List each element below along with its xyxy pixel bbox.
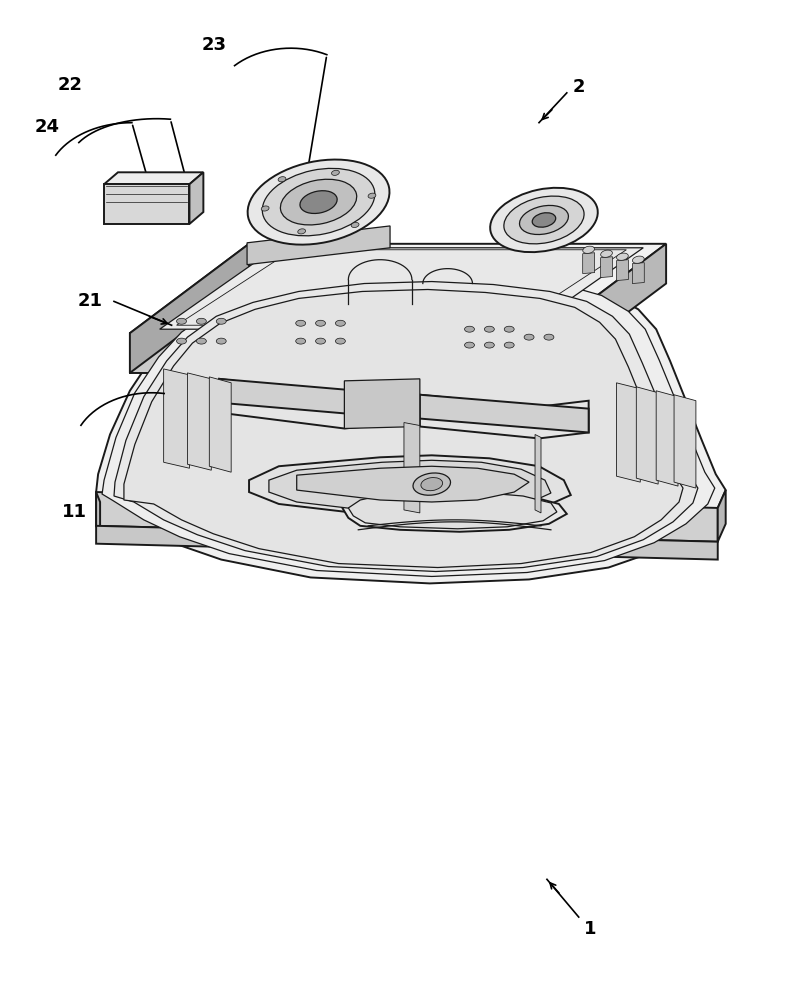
Polygon shape [249,455,571,518]
Ellipse shape [504,326,514,332]
Ellipse shape [524,334,534,340]
Ellipse shape [633,256,644,263]
Polygon shape [209,377,231,472]
Ellipse shape [532,213,556,227]
Ellipse shape [601,250,612,257]
Polygon shape [583,253,595,274]
Polygon shape [656,391,678,486]
Polygon shape [600,257,612,278]
Ellipse shape [368,193,376,198]
Ellipse shape [413,473,451,495]
Ellipse shape [298,229,305,234]
Polygon shape [124,289,683,568]
Polygon shape [718,490,726,542]
Ellipse shape [300,191,337,213]
Polygon shape [404,423,420,513]
Polygon shape [130,244,249,373]
Polygon shape [348,491,556,529]
Ellipse shape [262,168,374,236]
Ellipse shape [176,318,187,324]
Polygon shape [130,333,547,373]
Text: 22: 22 [58,76,83,94]
Ellipse shape [351,222,359,228]
Text: 23: 23 [202,36,227,54]
Ellipse shape [504,342,514,348]
Ellipse shape [278,177,286,182]
Ellipse shape [176,338,187,344]
Ellipse shape [464,342,475,348]
Polygon shape [102,274,715,576]
Ellipse shape [296,338,305,344]
Ellipse shape [583,246,595,253]
Polygon shape [247,226,390,265]
Ellipse shape [316,320,325,326]
Ellipse shape [196,338,207,344]
Ellipse shape [332,170,339,175]
Polygon shape [130,244,666,333]
Polygon shape [164,369,189,468]
Polygon shape [395,313,444,333]
Ellipse shape [196,318,207,324]
Ellipse shape [519,205,568,235]
Polygon shape [479,307,529,315]
Polygon shape [269,460,551,514]
Polygon shape [420,395,588,438]
Text: 11: 11 [62,503,87,521]
Ellipse shape [421,478,443,491]
Polygon shape [344,379,420,429]
Ellipse shape [247,160,390,245]
Text: 21: 21 [78,292,103,310]
Polygon shape [479,315,519,333]
Polygon shape [343,490,567,532]
Polygon shape [188,373,211,470]
Ellipse shape [484,326,494,332]
Polygon shape [189,172,204,224]
Polygon shape [114,282,698,571]
Polygon shape [219,379,405,429]
Polygon shape [616,260,628,281]
Ellipse shape [296,320,305,326]
Polygon shape [535,434,541,513]
Polygon shape [420,395,588,432]
Text: 24: 24 [35,118,60,136]
Polygon shape [297,466,529,502]
Ellipse shape [491,188,598,252]
Ellipse shape [281,179,357,225]
Ellipse shape [216,318,227,324]
Polygon shape [96,526,718,560]
Ellipse shape [335,320,345,326]
Ellipse shape [484,342,494,348]
Polygon shape [674,395,696,488]
Polygon shape [547,244,666,373]
Ellipse shape [335,338,345,344]
Polygon shape [636,387,658,484]
Text: 1: 1 [584,920,597,938]
Polygon shape [632,263,644,284]
Polygon shape [96,492,718,542]
Ellipse shape [216,338,227,344]
Polygon shape [296,303,335,311]
Polygon shape [219,379,405,419]
Polygon shape [160,248,643,329]
Polygon shape [96,270,726,583]
Polygon shape [104,184,189,224]
Ellipse shape [544,334,554,340]
Ellipse shape [617,253,628,260]
Ellipse shape [316,338,325,344]
Ellipse shape [504,196,584,244]
Ellipse shape [464,326,475,332]
Polygon shape [96,492,100,536]
Polygon shape [176,250,626,325]
Polygon shape [395,305,455,313]
Polygon shape [104,172,204,184]
Ellipse shape [262,206,269,211]
Polygon shape [296,311,325,331]
Text: 2: 2 [572,78,585,96]
Polygon shape [616,383,640,482]
